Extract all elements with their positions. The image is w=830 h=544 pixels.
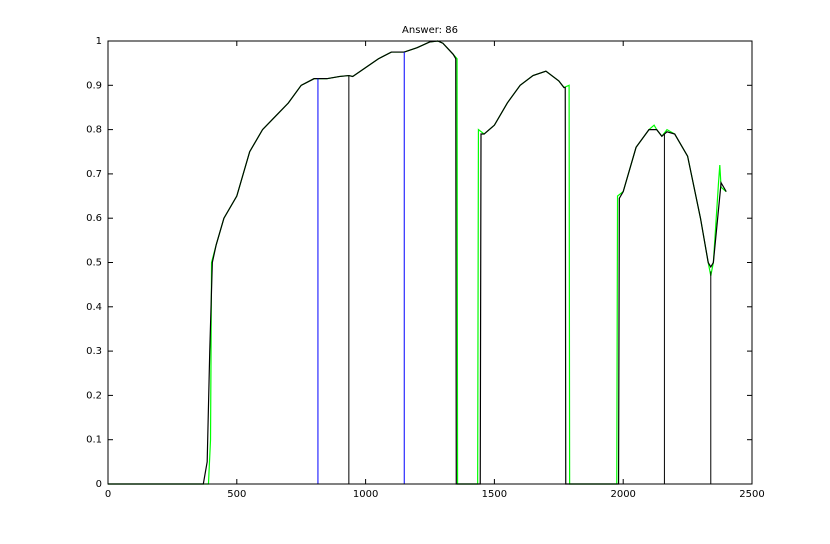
x-tick-label: 2000: [610, 489, 635, 500]
y-tick-label: 0.1: [86, 435, 102, 446]
y-tick-label: 0.7: [86, 169, 102, 180]
x-tick-label: 500: [227, 489, 246, 500]
y-tick-label: 0.3: [86, 346, 102, 357]
x-tick-label: 1000: [353, 489, 378, 500]
y-tick-label: 0.5: [86, 258, 102, 269]
chart-title: Answer: 86: [402, 25, 458, 36]
x-tick-label: 2500: [739, 489, 764, 500]
y-tick-label: 0.2: [86, 390, 102, 401]
y-tick-label: 0.4: [86, 302, 102, 313]
x-tick-label: 1500: [482, 489, 507, 500]
y-tick-label: 0.9: [86, 80, 102, 91]
y-tick-label: 0.8: [86, 125, 102, 136]
plot-area: [108, 41, 752, 484]
axes-box: [107, 40, 753, 485]
x-tick-label: 0: [105, 489, 111, 500]
y-tick-label: 0: [96, 479, 102, 490]
y-tick-label: 1: [96, 36, 102, 47]
y-tick-label: 0.6: [86, 213, 102, 224]
